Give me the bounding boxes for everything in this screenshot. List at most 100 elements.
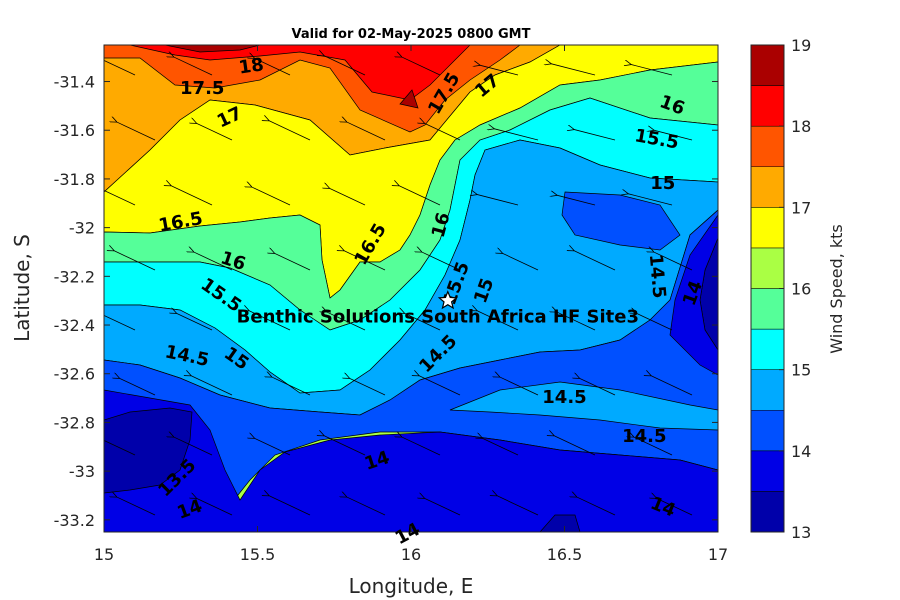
- island-14.5-south: [449, 381, 718, 431]
- colorbar-segment: [750, 166, 785, 208]
- wind-vector-arrow: [176, 313, 213, 331]
- y-tick-label: -32.4: [54, 316, 95, 335]
- colorbar-segment: [750, 207, 785, 249]
- wind-vector-arrow: [556, 195, 596, 206]
- wind-vector-arrow: [254, 438, 291, 456]
- wind-vector-arrow: [493, 129, 539, 141]
- wind-vector-arrow: [254, 58, 291, 76]
- wind-vector-arrow: [104, 314, 136, 331]
- contour-label: 15: [650, 173, 675, 194]
- wind-vector-arrow: [636, 313, 673, 331]
- y-tick-label: -31.4: [54, 73, 95, 92]
- band-13-13.5-south: [539, 514, 581, 532]
- colorbar-segment: [750, 125, 785, 167]
- wind-vector-arrow: [343, 250, 386, 271]
- colorbar-tick-label: 13: [791, 523, 811, 542]
- wind-vector-arrow: [418, 375, 461, 396]
- wind-vector-arrow: [556, 312, 596, 331]
- wind-vector-arrow: [573, 250, 616, 271]
- wind-vector-arrow: [476, 310, 519, 331]
- y-tick-label: -32.8: [54, 413, 95, 432]
- chart-title: Valid for 02-May-2025 0800 GMT: [292, 27, 531, 42]
- colorbar-segment: [750, 369, 785, 411]
- wind-vector-arrow: [251, 187, 291, 206]
- x-axis-ticks: 15 15.5 16 16.5 17: [94, 45, 728, 564]
- wind-vector-arrow: [104, 189, 136, 206]
- wind-vector-arrow: [329, 188, 366, 206]
- x-tick-label: 15.5: [240, 545, 276, 564]
- band-14-14.5: [104, 209, 718, 526]
- band-18.5-19: [164, 45, 261, 53]
- wind-vector-arrow: [550, 64, 596, 76]
- contour-label: 17.5: [180, 78, 224, 99]
- y-tick-label: -31.8: [54, 170, 95, 189]
- colorbar-segment: [750, 288, 785, 330]
- wind-vector-arrow: [573, 129, 616, 141]
- band-18-18.5: [129, 45, 471, 101]
- band-18.5-19-cell: [399, 89, 419, 109]
- wind-vector-arrow: [401, 57, 441, 76]
- wind-vector-arrow: [476, 194, 519, 206]
- wind-vector-arrow: [553, 435, 596, 456]
- colorbar-segment: [750, 247, 785, 289]
- contour-label: 14.5: [645, 253, 670, 299]
- wind-vector-arrow: [627, 194, 673, 206]
- wind-vector-arrow: [421, 252, 461, 271]
- y-tick-label: -32: [69, 219, 95, 238]
- wind-vector-arrow: [479, 65, 519, 76]
- colorbar-label: Wind Speed, kts: [827, 224, 846, 354]
- wind-vector-arrow: [113, 250, 156, 271]
- wind-vector-arrow: [653, 252, 693, 271]
- wind-vector-arrow: [496, 495, 539, 516]
- band-13.5-14-east: [669, 214, 718, 376]
- colorbar-segment: [750, 450, 785, 492]
- wind-vector-arrow: [346, 497, 386, 516]
- colorbar-segment: [750, 328, 785, 370]
- wind-vector-arrow: [424, 498, 461, 516]
- colorbar: 13 14 15 16 17 18 19: [750, 36, 811, 542]
- x-tick-label: 16.5: [547, 545, 583, 564]
- wind-vector-arrow: [170, 185, 213, 206]
- contour-label: 18: [237, 54, 265, 78]
- wind-vector-arrow: [424, 123, 461, 141]
- wind-vector-arrow: [119, 378, 156, 396]
- band-13.5-14: [104, 389, 718, 532]
- colorbar-tick-label: 14: [791, 442, 811, 461]
- wind-vector-arrow: [323, 55, 366, 76]
- wind-vector-arrow: [576, 497, 616, 516]
- wind-vector-arrow: [116, 122, 156, 141]
- pocket-14-east: [561, 191, 681, 251]
- wind-vector-arrow: [401, 437, 441, 456]
- wind-vector-arrow: [173, 437, 213, 456]
- wind-vector-arrow: [190, 375, 233, 396]
- y-tick-label: -33: [69, 462, 95, 481]
- wind-vector-arrow: [173, 57, 213, 76]
- wind-vector-arrow: [104, 439, 136, 456]
- x-tick-label: 16: [401, 545, 421, 564]
- wind-vector-arrow: [248, 310, 291, 331]
- colorbar-tick-label: 18: [791, 117, 811, 136]
- colorbar-segment: [750, 44, 785, 86]
- wind-vector-arrow: [268, 495, 311, 516]
- wind-vector-arrow: [268, 120, 311, 141]
- colorbar-tick-label: 15: [791, 361, 811, 380]
- wind-vector-arrow: [326, 312, 366, 331]
- x-tick-label: 15: [94, 545, 114, 564]
- wind-vector-arrow: [404, 313, 441, 331]
- wind-vector-arrow: [630, 64, 673, 76]
- wind-vector-arrow: [346, 122, 386, 141]
- wind-vector-arrow: [653, 130, 693, 141]
- site-marker-group: Benthic Solutions South Africa HF Site3: [237, 290, 639, 328]
- contour-field: [104, 45, 718, 532]
- wind-vector-arrow: [398, 185, 441, 206]
- contour-label: 14.5: [622, 426, 666, 447]
- y-tick-label: -33.2: [54, 511, 95, 530]
- wind-vector-arrow: [502, 253, 539, 271]
- colorbar-segment: [750, 410, 785, 452]
- colorbar-tick-label: 17: [791, 198, 811, 217]
- wind-vector-arrow: [196, 498, 233, 516]
- y-tick-label: -32.2: [54, 267, 95, 286]
- wind-vector-arrow: [579, 378, 616, 396]
- wind-vector-arrow: [633, 437, 673, 456]
